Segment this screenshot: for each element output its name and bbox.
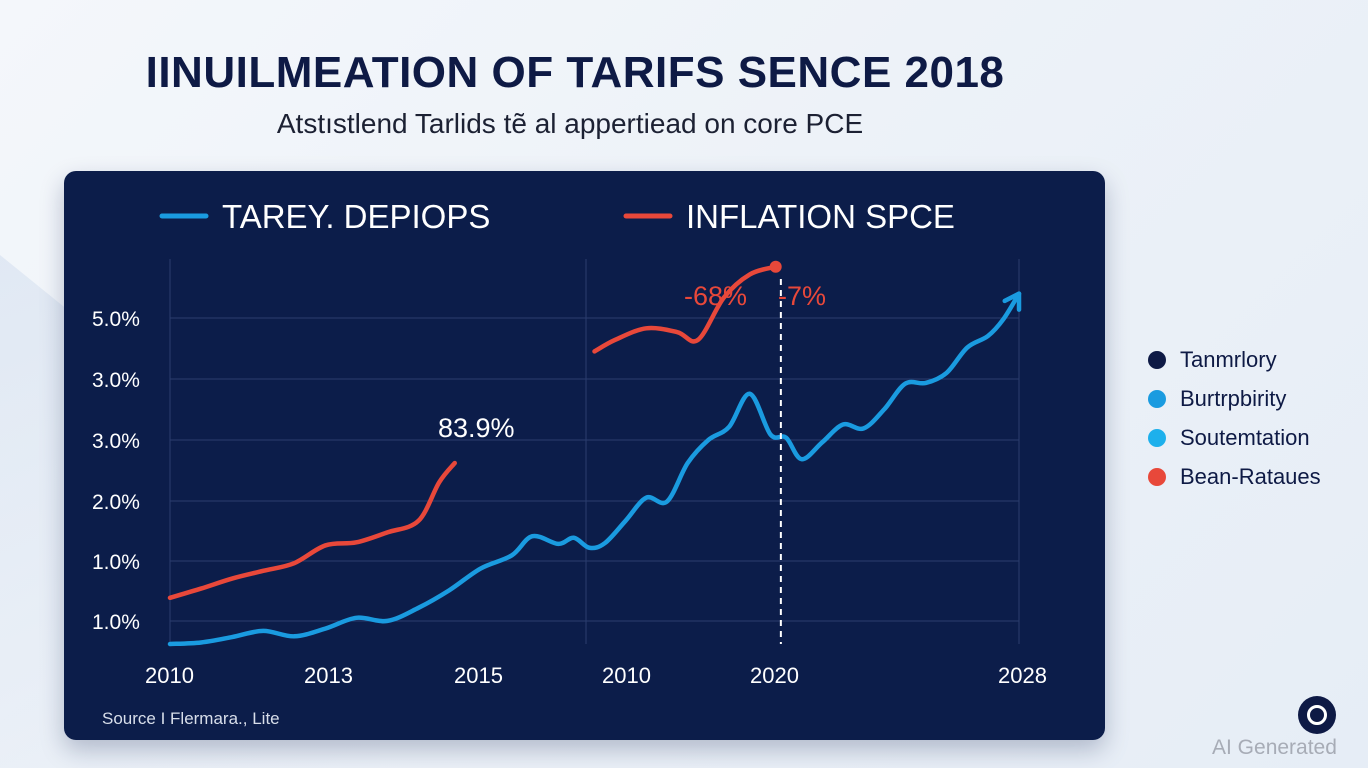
x-tick-label: 2013 xyxy=(304,663,353,688)
legend-dot xyxy=(1148,428,1166,447)
series-lines xyxy=(167,260,1022,647)
y-tick-label: 3.0% xyxy=(92,369,140,392)
series-line xyxy=(167,291,1022,647)
legend-dot xyxy=(1148,467,1166,486)
brand-logo-icon xyxy=(1298,696,1336,734)
side-legend: Tanmrlory Burtrpbirity Soutemtation Bean… xyxy=(1148,340,1321,496)
legend-label: Burtrpbirity xyxy=(1180,385,1287,411)
y-tick-label: 1.0% xyxy=(92,551,140,574)
header-legend-label: TAREY. DEPIOPS xyxy=(222,198,490,235)
chart-panel: 5.0% 3.0% 3.0% 2.0% 1.0% 1.0% 2010 2013 2015 2010… xyxy=(64,171,1105,740)
y-tick-label: 5.0% xyxy=(92,308,140,331)
ai-generated-watermark: AI Generated xyxy=(1212,736,1337,759)
x-tick-label: 2010 xyxy=(602,663,651,688)
grid-lines xyxy=(169,259,1020,644)
legend-label: Soutemtation xyxy=(1180,424,1310,450)
chart-labels: 5.0% 3.0% 3.0% 2.0% 1.0% 1.0% 2010 2013 2015 2010… xyxy=(92,198,1047,728)
legend-item: Soutemtation xyxy=(1148,418,1321,457)
series-line xyxy=(167,460,457,601)
x-tick-label: 2020 xyxy=(750,663,799,688)
series-line xyxy=(592,264,778,354)
series-end-marker xyxy=(769,260,782,273)
legend-label: Bean-Rataues xyxy=(1180,463,1321,489)
x-tick-label: 2015 xyxy=(454,663,503,688)
chart-title: IINUILMEATION OF TARIFS SENCE 2018 xyxy=(145,48,1005,97)
line-chart: 5.0% 3.0% 3.0% 2.0% 1.0% 1.0% 2010 2013 2015 2010… xyxy=(92,198,1047,728)
data-annotation: 83.9% xyxy=(438,413,515,443)
legend-dot xyxy=(1148,350,1166,369)
legend-item: Tanmrlory xyxy=(1148,340,1321,379)
legend-item: Burtrpbirity xyxy=(1148,379,1321,418)
data-annotation: -68% xyxy=(684,281,747,311)
y-tick-label: 3.0% xyxy=(92,430,140,453)
chart-subtitle: Atstıstlend Tarlids tẽ al appertiead on … xyxy=(276,108,864,139)
legend-item: Bean-Rataues xyxy=(1148,457,1321,496)
x-tick-label: 2010 xyxy=(145,663,194,688)
data-annotation: -7% xyxy=(778,281,826,311)
x-tick-label: 2028 xyxy=(998,663,1047,688)
legend-dot xyxy=(1148,389,1166,408)
y-tick-label: 2.0% xyxy=(92,491,140,514)
header-legend-label: INFLATION SPCE xyxy=(686,198,955,235)
legend-label: Tanmrlory xyxy=(1180,346,1277,372)
series-arrowhead xyxy=(1002,291,1022,312)
source-note: Source I Flermara., Lite xyxy=(102,709,280,728)
y-tick-label: 1.0% xyxy=(92,611,140,634)
